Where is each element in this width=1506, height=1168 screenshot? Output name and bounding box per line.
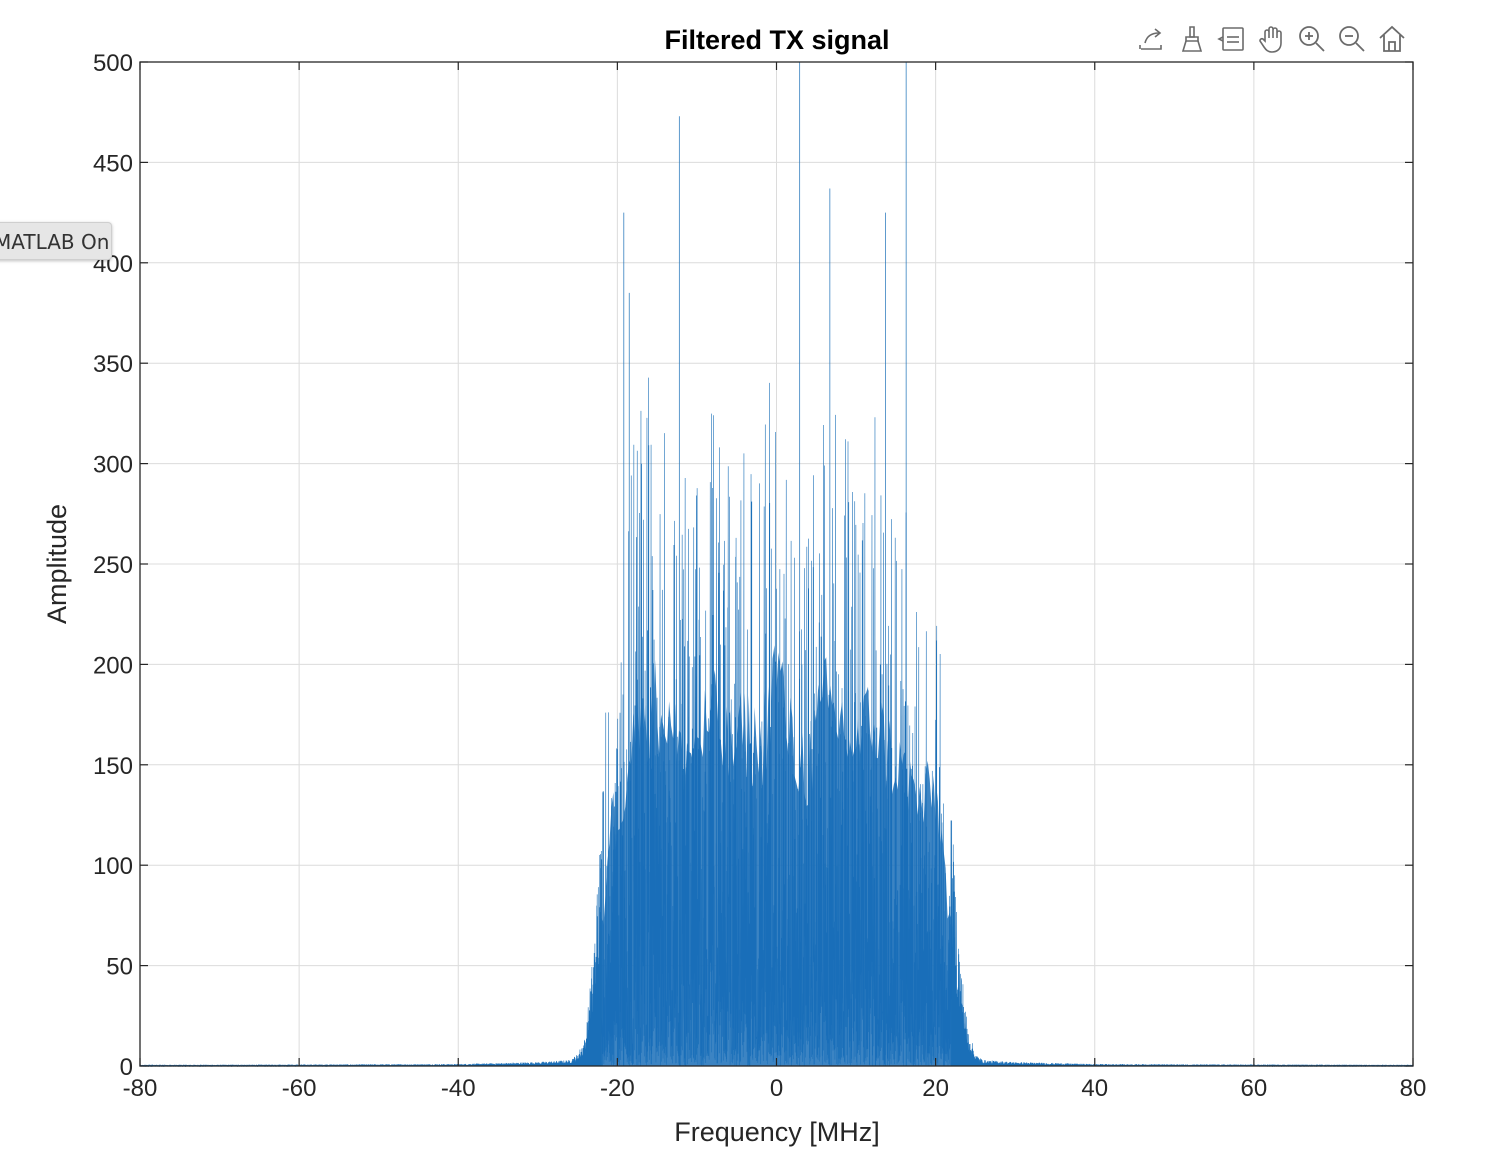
signal-series (139, 62, 1414, 1068)
x-tick-label: -80 (123, 1075, 158, 1102)
spectrum-core (601, 645, 952, 1066)
zoom-out-button[interactable] (1334, 20, 1370, 58)
export-button[interactable] (1134, 20, 1170, 58)
y-tick-label: 0 (120, 1054, 133, 1081)
y-tick-label: 250 (93, 552, 133, 579)
x-tick-label: 0 (770, 1075, 783, 1102)
zoom-out-icon (1339, 26, 1365, 52)
y-tick-label: 450 (93, 150, 133, 177)
y-tick-label: 350 (93, 351, 133, 378)
export-icon (1139, 28, 1162, 50)
x-tick-label: -60 (282, 1075, 317, 1102)
zoom-in-icon (1299, 26, 1325, 52)
x-tick-label: -20 (600, 1075, 635, 1102)
datatip-icon (1217, 27, 1244, 51)
home-icon (1379, 25, 1405, 52)
y-tick-label: 500 (93, 50, 133, 77)
brush-button[interactable] (1174, 20, 1210, 58)
datatip-button[interactable] (1214, 20, 1250, 58)
home-button[interactable] (1374, 20, 1410, 58)
brush-icon (1181, 26, 1203, 52)
x-tick-label: 20 (922, 1075, 949, 1102)
ticks: -80 -60 -40 -20 0 20 40 60 80 0 50 100 150 200 250 300 3… (93, 50, 1426, 1102)
x-tick-label: 60 (1241, 1075, 1268, 1102)
y-tick-label: 50 (106, 954, 133, 981)
zoom-in-button[interactable] (1294, 20, 1330, 58)
pan-button[interactable] (1254, 20, 1290, 58)
x-tick-label: 80 (1400, 1075, 1427, 1102)
y-axis-label: Amplitude (42, 504, 72, 624)
x-axis-label: Frequency [MHz] (674, 1117, 880, 1147)
chart-title: Filtered TX signal (664, 25, 889, 55)
axes-toolbar (1134, 20, 1410, 60)
x-tick-label: 40 (1081, 1075, 1108, 1102)
y-tick-label: 100 (93, 853, 133, 880)
y-tick-label: 300 (93, 452, 133, 479)
pan-icon (1259, 26, 1282, 53)
x-tick-label: -40 (441, 1075, 476, 1102)
y-tick-label: 200 (93, 652, 133, 679)
matlab-online-tab[interactable]: MATLAB Online (0, 222, 112, 260)
y-tick-label: 150 (93, 753, 133, 780)
